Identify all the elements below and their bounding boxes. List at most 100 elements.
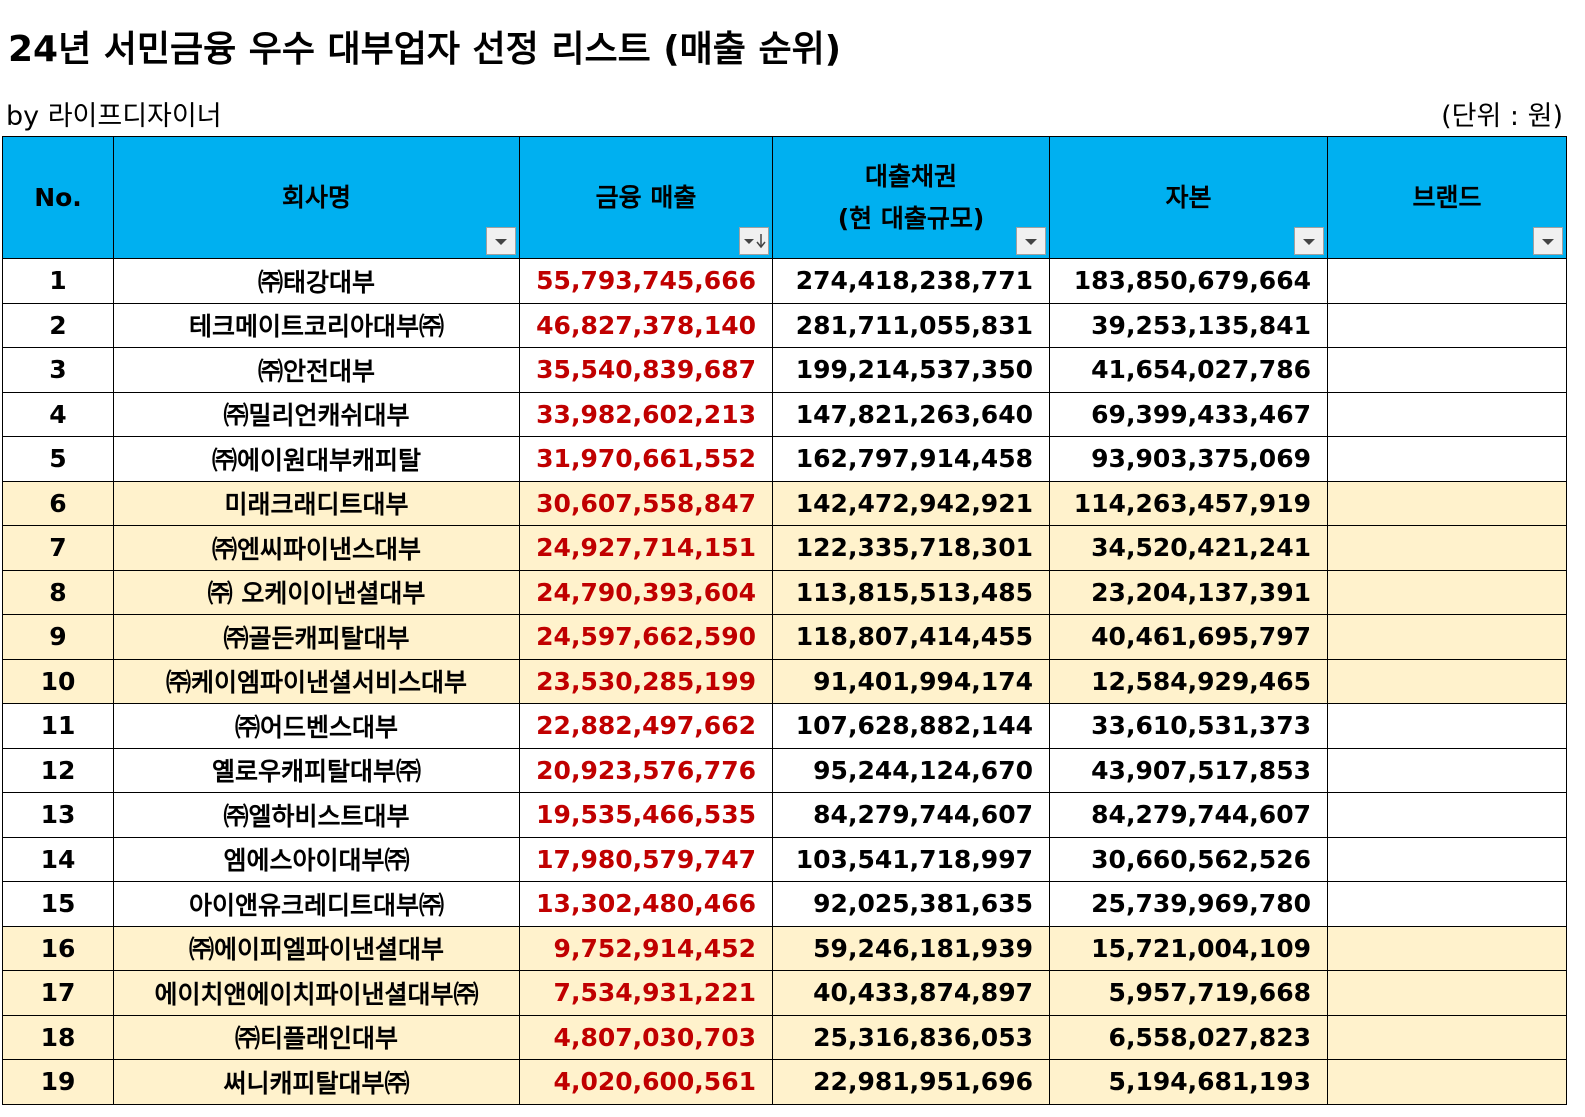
financial-sales: 9,752,914,452 [519,925,773,971]
ranking-table: No. 회사명 금융 매출 대출채권 (현 대출규모) 자본 브랜드 1 ㈜태강대부 55,7… [2,136,1567,1105]
financial-sales: 23,530,285,199 [519,658,773,704]
unit-note: (단위 : 원) [1441,101,1563,132]
company-name: 테크메이트코리아대부㈜ [113,302,520,348]
brand [1327,614,1567,660]
table-row: 19 써니캐피탈대부㈜ 4,020,600,561 22,981,951,696 5,1… [2,1059,1567,1105]
company-name: ㈜엘하비스트대부 [113,792,520,838]
column-header: 대출채권 (현 대출규모) [772,136,1050,259]
table-row: 17 에이치앤에이치파이낸셜대부㈜ 7,534,931,221 40,433,874,… [2,970,1567,1016]
table-row: 13 ㈜엘하비스트대부 19,535,466,535 84,279,744,607 84… [2,792,1567,838]
company-name: 아이앤유크레디트대부㈜ [113,881,520,927]
rank: 11 [2,703,114,749]
company-name: 옐로우캐피탈대부㈜ [113,747,520,793]
financial-sales: 13,302,480,466 [519,881,773,927]
header-row: No. 회사명 금융 매출 대출채권 (현 대출규모) 자본 브랜드 [2,136,1567,259]
capital: 43,907,517,853 [1049,747,1328,793]
brand [1327,658,1567,704]
loan-receivables: 103,541,718,997 [772,836,1050,882]
rank: 14 [2,836,114,882]
table-row: 10 ㈜케이엠파이낸셜서비스대부 23,530,285,199 91,401,994,… [2,658,1567,704]
table-row: 6 미래크래디트대부 30,607,558,847 142,472,942,921 11… [2,480,1567,526]
capital: 15,721,004,109 [1049,925,1328,971]
loan-receivables: 122,335,718,301 [772,525,1050,571]
capital: 12,584,929,465 [1049,658,1328,704]
financial-sales: 24,927,714,151 [519,525,773,571]
table-row: 16 ㈜에이피엘파이낸셜대부 9,752,914,452 59,246,181,939… [2,925,1567,971]
financial-sales: 55,793,745,666 [519,258,773,304]
loan-receivables: 274,418,238,771 [772,258,1050,304]
company-name: ㈜밀리언캐쉬대부 [113,391,520,437]
page-title: 24년 서민금융 우수 대부업자 선정 리스트 (매출 순위) [8,29,842,70]
company-name: ㈜ 오케이이낸셜대부 [113,569,520,615]
capital: 34,520,421,241 [1049,525,1328,571]
filter-button[interactable] [1294,227,1324,255]
company-name: 에이치앤에이치파이낸셜대부㈜ [113,970,520,1016]
rank: 2 [2,302,114,348]
rank: 10 [2,658,114,704]
brand [1327,881,1567,927]
loan-receivables: 95,244,124,670 [772,747,1050,793]
loan-receivables: 25,316,836,053 [772,1014,1050,1060]
rank: 6 [2,480,114,526]
brand [1327,525,1567,571]
table-row: 5 ㈜에이원대부캐피탈 31,970,661,552 162,797,914,458 9… [2,436,1567,482]
capital: 84,279,744,607 [1049,792,1328,838]
company-name: ㈜엔씨파이낸스대부 [113,525,520,571]
capital: 6,558,027,823 [1049,1014,1328,1060]
financial-sales: 31,970,661,552 [519,436,773,482]
loan-receivables: 92,025,381,635 [772,881,1050,927]
column-header: No. [2,136,114,259]
column-header-label: 브랜드 [1412,182,1482,212]
rank: 12 [2,747,114,793]
loan-receivables: 142,472,942,921 [772,480,1050,526]
company-name: 미래크래디트대부 [113,480,520,526]
brand [1327,747,1567,793]
financial-sales: 30,607,558,847 [519,480,773,526]
column-header: 브랜드 [1327,136,1567,259]
capital: 183,850,679,664 [1049,258,1328,304]
financial-sales: 46,827,378,140 [519,302,773,348]
financial-sales: 19,535,466,535 [519,792,773,838]
capital: 33,610,531,373 [1049,703,1328,749]
table-row: 7 ㈜엔씨파이낸스대부 24,927,714,151 122,335,718,301 3… [2,525,1567,571]
filter-button[interactable] [1533,227,1563,255]
byline: by 라이프디자이너 [6,101,222,132]
loan-receivables: 162,797,914,458 [772,436,1050,482]
filter-icon [1303,239,1315,245]
capital: 25,739,969,780 [1049,881,1328,927]
brand [1327,569,1567,615]
table-body: 1 ㈜태강대부 55,793,745,666 274,418,238,771 183,8… [2,258,1567,1105]
rank: 9 [2,614,114,660]
loan-receivables: 22,981,951,696 [772,1059,1050,1105]
filter-icon [1542,239,1554,245]
table-row: 18 ㈜티플래인대부 4,807,030,703 25,316,836,053 6,55… [2,1014,1567,1060]
rank: 18 [2,1014,114,1060]
financial-sales: 33,982,602,213 [519,391,773,437]
loan-receivables: 118,807,414,455 [772,614,1050,660]
loan-receivables: 281,711,055,831 [772,302,1050,348]
table-row: 8 ㈜ 오케이이낸셜대부 24,790,393,604 113,815,513,485… [2,569,1567,615]
loan-receivables: 107,628,882,144 [772,703,1050,749]
financial-sales: 17,980,579,747 [519,836,773,882]
loan-receivables: 147,821,263,640 [772,391,1050,437]
loan-receivables: 84,279,744,607 [772,792,1050,838]
brand [1327,480,1567,526]
financial-sales: 24,790,393,604 [519,569,773,615]
filter-button[interactable] [739,227,769,255]
table-row: 12 옐로우캐피탈대부㈜ 20,923,576,776 95,244,124,670 4… [2,747,1567,793]
column-header-label: 자본 [1165,182,1212,212]
table-row: 1 ㈜태강대부 55,793,745,666 274,418,238,771 183,8… [2,258,1567,304]
financial-sales: 7,534,931,221 [519,970,773,1016]
loan-receivables: 91,401,994,174 [772,658,1050,704]
filter-button[interactable] [1016,227,1046,255]
rank: 8 [2,569,114,615]
capital: 23,204,137,391 [1049,569,1328,615]
filter-button[interactable] [486,227,516,255]
company-name: ㈜태강대부 [113,258,520,304]
company-name: ㈜골든캐피탈대부 [113,614,520,660]
column-header: 회사명 [113,136,520,259]
capital: 30,660,562,526 [1049,836,1328,882]
company-name: ㈜어드벤스대부 [113,703,520,749]
financial-sales: 22,882,497,662 [519,703,773,749]
brand [1327,792,1567,838]
